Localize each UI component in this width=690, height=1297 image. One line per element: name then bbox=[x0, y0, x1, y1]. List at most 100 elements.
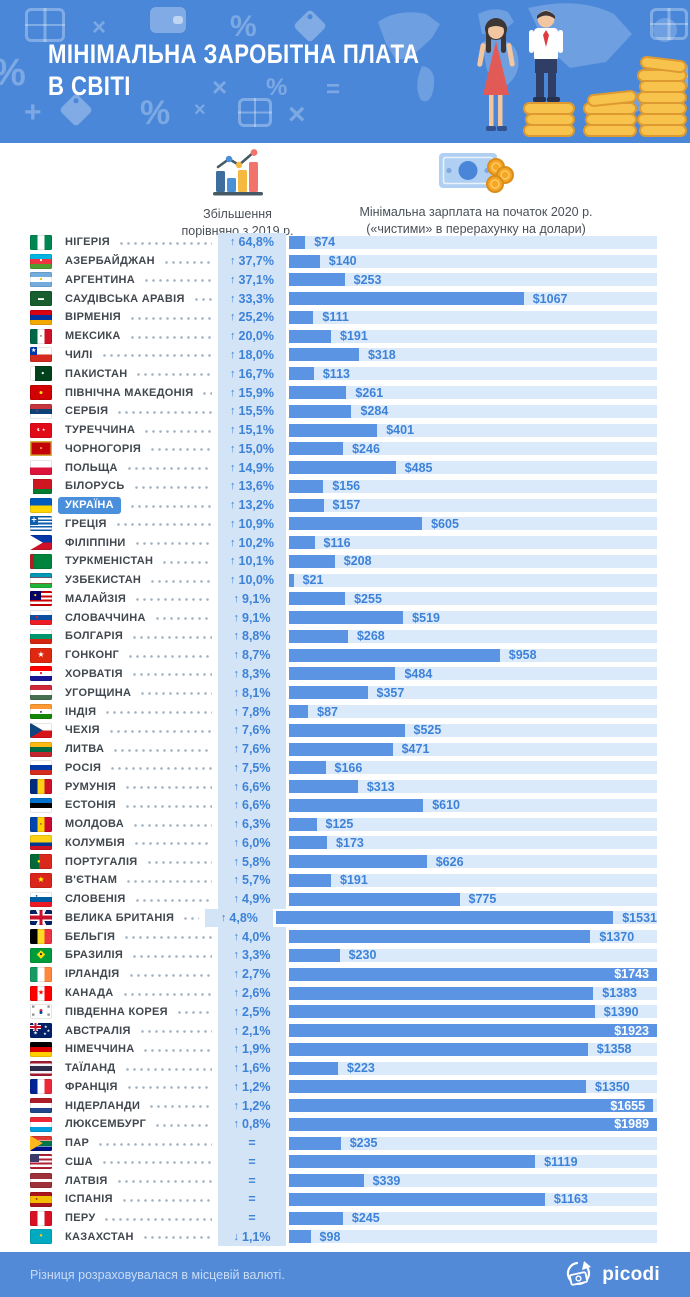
flag-canton bbox=[30, 347, 38, 355]
arrow-up-icon: ↑ bbox=[233, 705, 240, 718]
wage-bar-track: $173 bbox=[289, 836, 657, 850]
wage-bar-fill bbox=[289, 329, 332, 343]
leader-dots bbox=[132, 485, 212, 489]
country-name: ЧЕХІЯ bbox=[65, 724, 100, 737]
multiply-icon: × bbox=[288, 98, 306, 131]
leader-dots bbox=[153, 617, 212, 621]
flag-icon: ● bbox=[30, 272, 52, 288]
flag-icon: ▬ bbox=[30, 291, 52, 307]
country-row: ЛАТВІЯ = $339 bbox=[0, 1171, 690, 1191]
multiply-icon: × bbox=[92, 14, 107, 41]
wage-bar: $246 bbox=[289, 442, 657, 456]
country-name: ФІЛІППІНИ bbox=[65, 536, 126, 549]
wage-bar-fill: $1743 bbox=[289, 967, 657, 981]
wage-bar-fill bbox=[289, 367, 314, 381]
country-name: СЛОВАЧЧИНА bbox=[65, 611, 146, 624]
leader-dots bbox=[133, 842, 212, 846]
arrow-up-icon: ↑ bbox=[233, 743, 240, 756]
flag-icon: ● bbox=[30, 385, 52, 400]
wage-bar-track: $313 bbox=[289, 780, 657, 794]
change-cell: ↑ 1,6% bbox=[218, 1058, 286, 1078]
wage-bar: $1370 bbox=[289, 930, 657, 944]
arrow-up-icon: ↑ bbox=[233, 686, 240, 699]
country-name: МАЛАЙЗІЯ bbox=[65, 592, 127, 605]
flag-emblem: + bbox=[31, 516, 37, 525]
flag-emblem: ● bbox=[38, 1007, 44, 1015]
wage-bar-track: $166 bbox=[289, 760, 657, 775]
country-name: БРАЗИЛІЯ bbox=[65, 949, 124, 962]
country-name: В'ЄТНАМ bbox=[65, 874, 118, 887]
country-name: ТАЇЛАНД bbox=[65, 1062, 116, 1075]
wage-bar-fill bbox=[289, 629, 348, 643]
wage-bar-fill bbox=[289, 517, 423, 531]
wage-bar-track: $471 bbox=[289, 742, 657, 756]
country-row: ЛЮКСЕМБУРГ ↑ 0,8% $1989 bbox=[0, 1114, 690, 1134]
arrow-up-icon: ↑ bbox=[230, 499, 236, 512]
leader-dots bbox=[148, 1105, 212, 1109]
wage-value: $401 bbox=[386, 423, 415, 438]
country-name: ХОРВАТІЯ bbox=[65, 667, 123, 680]
wage-bar-fill bbox=[289, 948, 340, 962]
wage-bar-fill bbox=[289, 479, 324, 493]
country-row: ◆ ● БРАЗИЛІЯ ↑ 3,3% $230 bbox=[0, 946, 690, 965]
wage-bar: $484 bbox=[289, 667, 657, 681]
legend-wage-line2: («чистими» в перерахунку на долари) bbox=[366, 221, 586, 236]
leader-dots bbox=[97, 1142, 212, 1146]
wage-bar-fill bbox=[289, 254, 320, 268]
country-row: УКРАЇНА ↑ 13,2% $157 bbox=[0, 495, 690, 515]
leader-dots bbox=[162, 260, 212, 264]
change-cell: ↑ 2,1% bbox=[218, 1021, 286, 1040]
wage-value: $166 bbox=[334, 760, 363, 775]
change-cell: ↑ 8,8% bbox=[218, 627, 286, 646]
woman-figure bbox=[477, 18, 515, 131]
country-row: РОСІЯ ↑ 7,5% $166 bbox=[0, 758, 690, 778]
arrow-up-icon: ↑ bbox=[230, 292, 236, 305]
wage-value: $87 bbox=[317, 704, 338, 719]
country-row: США = $1119 bbox=[0, 1152, 690, 1172]
flag-icon bbox=[30, 722, 52, 738]
wage-bar-fill bbox=[289, 1155, 536, 1169]
wage-bar-fill bbox=[276, 911, 614, 925]
wage-bar-track: $191 bbox=[289, 329, 657, 343]
wage-value: $191 bbox=[340, 873, 368, 888]
wage-value: $339 bbox=[372, 1173, 401, 1188]
change-cell: ↑ 6,0% bbox=[218, 833, 286, 853]
leader-dots bbox=[149, 448, 212, 452]
wage-bar-fill bbox=[289, 986, 594, 1000]
country-name: ПІВДЕННА КОРЕЯ bbox=[65, 1005, 168, 1018]
wage-bar-fill bbox=[289, 892, 460, 906]
leader-dots bbox=[112, 748, 212, 752]
country-name-highlighted: УКРАЇНА bbox=[58, 496, 121, 514]
wage-bar-track: $125 bbox=[289, 817, 657, 832]
flag-icon: ★ bbox=[30, 872, 52, 888]
wage-bar: $485 bbox=[289, 461, 657, 475]
flag-icon: ● bbox=[30, 403, 52, 419]
arrow-up-icon: ↑ bbox=[230, 236, 236, 249]
flag-icon bbox=[30, 234, 52, 250]
country-row: УЗБЕКИСТАН ↑ 10,0% $21 bbox=[0, 570, 690, 590]
flag-icon: ● bbox=[30, 704, 52, 720]
flag-emblem: ★ bbox=[46, 1027, 51, 1033]
wage-bar-fill bbox=[289, 1136, 341, 1150]
wage-value: $125 bbox=[325, 817, 354, 832]
flag-triangle bbox=[30, 1135, 43, 1151]
country-row: ПОЛЬЩА ↑ 14,9% $485 bbox=[0, 458, 690, 477]
country-row: ТУРКМЕНІСТАН ↑ 10,1% $208 bbox=[0, 552, 690, 571]
flag-icon: ★ bbox=[30, 647, 52, 663]
country-name: БЕЛЬГІЯ bbox=[65, 930, 116, 943]
change-cell: = bbox=[218, 1190, 286, 1209]
country-row: ПЕРУ = $245 bbox=[0, 1208, 690, 1228]
flag-icon bbox=[30, 309, 52, 325]
wage-bar: $98 bbox=[289, 1230, 657, 1244]
country-row: ЛИТВА ↑ 7,6% $471 bbox=[0, 739, 690, 759]
flag-emblem: ● bbox=[38, 1009, 44, 1017]
leader-dots bbox=[142, 1048, 212, 1052]
wage-bar-track: $235 bbox=[289, 1136, 657, 1150]
change-cell: ↑ 10,2% bbox=[218, 533, 286, 553]
arrow-up-icon: ↑ bbox=[230, 255, 236, 268]
flag-icon bbox=[30, 478, 52, 494]
wage-bar-track: $401 bbox=[289, 423, 657, 438]
change-cell: ↑ 25,2% bbox=[218, 308, 286, 327]
wage-bar-fill: $1923 bbox=[289, 1024, 657, 1038]
wage-bar-fill bbox=[289, 648, 500, 662]
